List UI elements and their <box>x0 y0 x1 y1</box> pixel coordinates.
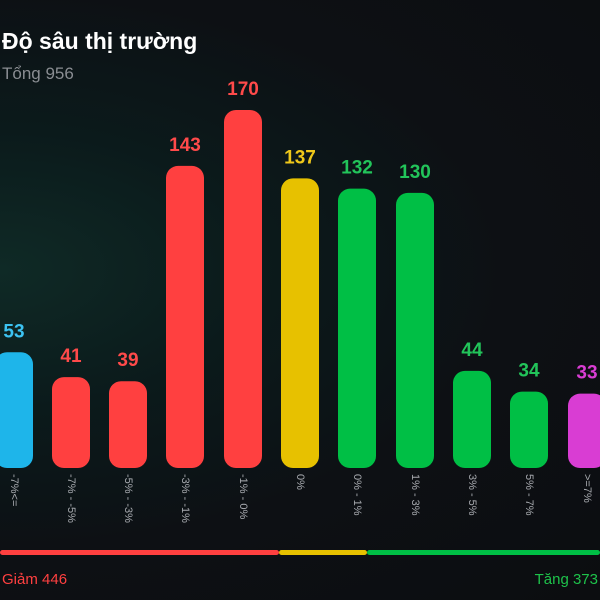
category-label: >=7% <box>581 474 593 503</box>
bar-value-label: 143 <box>169 135 201 156</box>
breadth-bar-flat <box>279 550 367 555</box>
bar-value-label: 33 <box>576 363 597 384</box>
market-depth-chart: 53 -7%<= 41 -7% - -5% 39 -5% - -3% 143 -3% - -1… <box>0 79 600 523</box>
bar-value-label: 34 <box>518 361 540 382</box>
category-label: 5% - 7% <box>523 474 535 516</box>
bar-6 <box>338 188 376 468</box>
breadth-bar-up <box>367 550 600 555</box>
bar-value-label: 132 <box>341 158 373 179</box>
bar-0 <box>0 352 33 468</box>
decliners-total: Giảm 446 <box>2 571 68 588</box>
bar-value-label: 44 <box>461 340 483 361</box>
category-label: -1% - 0% <box>237 474 249 519</box>
bar-value-label: 53 <box>3 321 24 342</box>
chart-subtitle: Tổng 956 <box>2 64 74 83</box>
category-label: 3% - 5% <box>466 474 478 516</box>
advancers-total: Tăng 373 <box>534 571 598 588</box>
breadth-bar-down <box>0 550 279 555</box>
bar-value-label: 130 <box>399 162 431 183</box>
bar-9 <box>510 391 548 468</box>
category-label: 0% <box>294 474 306 490</box>
category-label: -3% - -1% <box>179 474 191 523</box>
bar-2 <box>109 381 147 468</box>
bar-10 <box>568 393 600 468</box>
bar-1 <box>52 377 90 468</box>
bar-value-label: 39 <box>117 350 138 371</box>
category-label: 1% - 3% <box>409 474 421 516</box>
category-label: -5% - -3% <box>122 474 134 523</box>
bar-5 <box>281 178 319 468</box>
category-label: -7%<= <box>8 474 20 506</box>
chart-title: Độ sâu thị trường <box>2 28 198 54</box>
bar-4 <box>224 110 262 468</box>
category-label: -7% - -5% <box>65 474 77 523</box>
bar-3 <box>166 165 204 468</box>
bar-8 <box>453 370 491 468</box>
category-label: 0% - 1% <box>351 474 363 516</box>
bar-value-label: 170 <box>227 79 259 100</box>
bar-value-label: 41 <box>60 346 82 367</box>
bar-7 <box>396 192 434 468</box>
bar-value-label: 137 <box>284 147 316 168</box>
